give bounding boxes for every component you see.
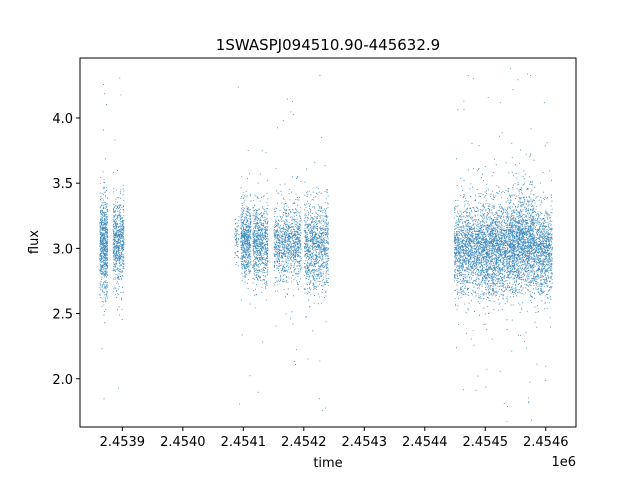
y-axis: 2.0 2.5 3.0 3.5 4.0 [52, 112, 80, 388]
x-tick-label: 2.4544 [402, 435, 448, 450]
x-axis-offset-label: 1e6 [551, 455, 576, 470]
x-tick-label: 2.4541 [221, 435, 267, 450]
x-tick-label: 2.4540 [160, 435, 206, 450]
chart-title: 1SWASPJ094510.90-445632.9 [216, 36, 440, 54]
x-axis: 2.4539 2.4540 2.4541 2.4542 2.4543 2.4544 2.45… [100, 427, 569, 450]
x-tick-label: 2.4545 [463, 435, 509, 450]
x-tick-label: 2.4539 [100, 435, 146, 450]
y-tick-label: 2.5 [52, 308, 73, 323]
data-points [99, 68, 553, 422]
y-tick-label: 4.0 [52, 112, 73, 127]
x-axis-label: time [313, 456, 342, 471]
y-tick-label: 2.0 [52, 373, 73, 388]
scatter-points [99, 68, 553, 422]
x-tick-label: 2.4543 [342, 435, 388, 450]
y-tick-label: 3.0 [52, 242, 73, 257]
x-tick-label: 2.4542 [281, 435, 327, 450]
x-tick-label: 2.4546 [523, 435, 569, 450]
y-axis-label: flux [27, 230, 42, 254]
plot-frame [79, 57, 577, 428]
y-tick-label: 3.5 [52, 177, 73, 192]
